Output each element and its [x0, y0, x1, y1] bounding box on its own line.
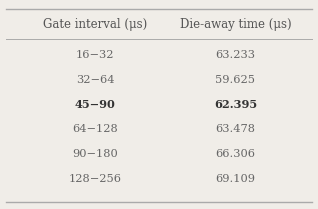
Text: Die-away time (μs): Die-away time (μs)	[179, 18, 291, 31]
Text: 63.233: 63.233	[215, 50, 255, 60]
Text: 32−64: 32−64	[76, 75, 115, 85]
Text: 45−90: 45−90	[75, 99, 116, 110]
Text: 69.109: 69.109	[215, 174, 255, 184]
Text: 59.625: 59.625	[215, 75, 255, 85]
Text: 62.395: 62.395	[214, 99, 257, 110]
Text: 64−128: 64−128	[73, 124, 118, 134]
Text: 128−256: 128−256	[69, 174, 122, 184]
Text: 63.478: 63.478	[215, 124, 255, 134]
Text: Gate interval (μs): Gate interval (μs)	[43, 18, 148, 31]
Text: 90−180: 90−180	[73, 149, 118, 159]
Text: 16−32: 16−32	[76, 50, 115, 60]
Text: 66.306: 66.306	[215, 149, 255, 159]
